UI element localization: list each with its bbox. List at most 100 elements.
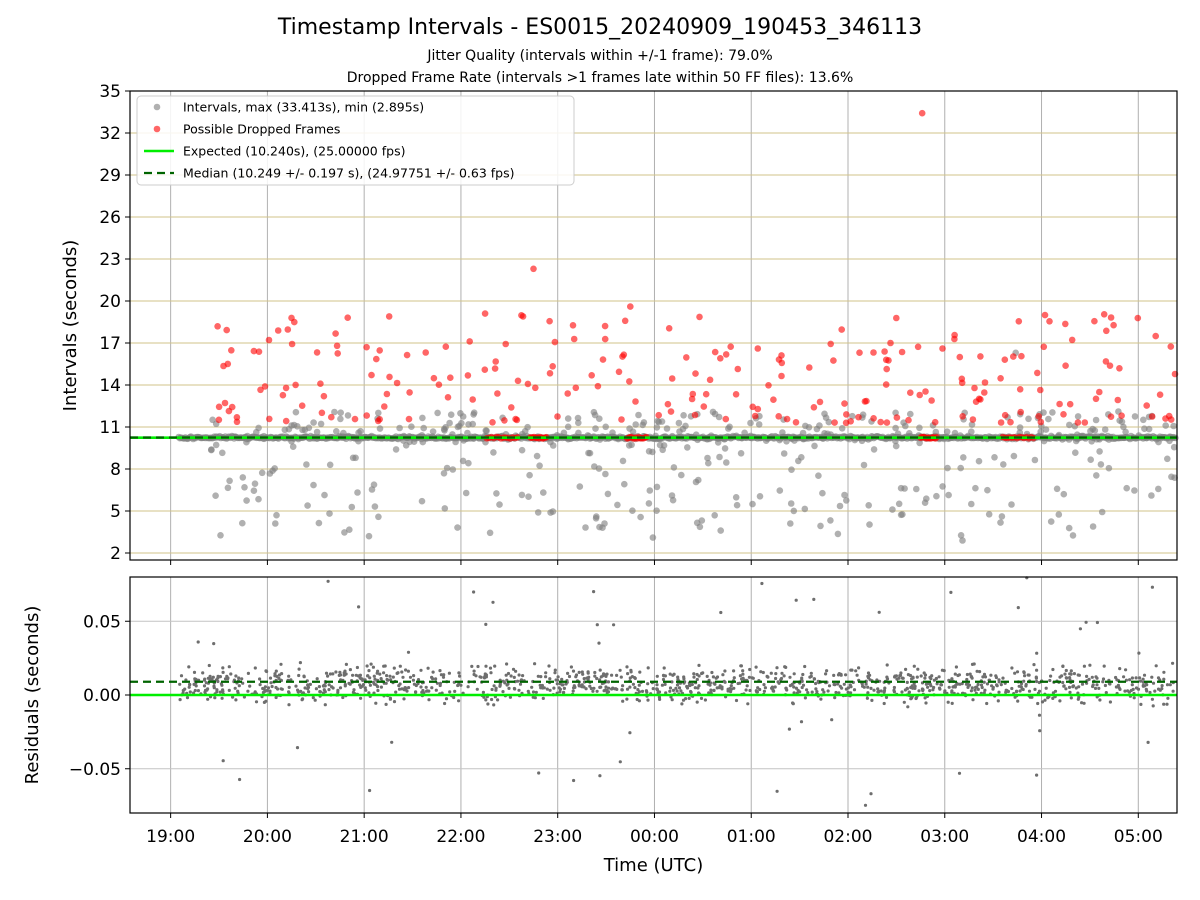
residual-point (394, 690, 398, 694)
residual-point (905, 680, 909, 685)
dropped-frame-point (1148, 413, 1156, 420)
legend-entry-label: Expected (10.240s), (25.00000 fps) (183, 144, 405, 159)
residual-point (625, 697, 629, 701)
residual-point (685, 684, 689, 689)
residual-point (860, 682, 864, 686)
residual-point (906, 705, 910, 709)
interval-point (490, 449, 497, 456)
interval-point (337, 409, 345, 417)
residual-point (544, 675, 548, 679)
residual-point (265, 688, 269, 693)
residual-point (539, 675, 543, 679)
residual-point (1150, 585, 1154, 589)
interval-point (526, 471, 533, 479)
y-tick-label: 29 (99, 166, 121, 186)
residual-point (414, 690, 418, 695)
residual-point (775, 789, 779, 793)
dropped-frame-point (1060, 411, 1067, 418)
residual-point (212, 642, 216, 646)
dropped-frame-point (1056, 400, 1063, 408)
residual-point (794, 686, 799, 690)
interval-point (459, 413, 467, 420)
interval-point (375, 513, 382, 521)
residual-point (1004, 688, 1008, 692)
residual-point (794, 598, 798, 602)
residuals-panel: 0.05 0.00 −0.05 19:00 20:00 21:00 22:00 23:00 00… (22, 576, 1178, 876)
dropped-frame-point (717, 355, 724, 362)
legend: Intervals, max (33.413s), min (2.895s) Po… (136, 95, 575, 186)
interval-point (454, 524, 461, 531)
residual-point (720, 687, 724, 691)
residual-point (741, 669, 745, 673)
interval-point (590, 408, 598, 416)
dropped-frame-point (1100, 311, 1108, 318)
interval-point (255, 424, 262, 432)
residual-point (261, 686, 265, 691)
residual-point (668, 686, 673, 690)
y-tick-label: 23 (99, 250, 121, 270)
dropped-frame-point (1134, 314, 1142, 322)
interval-point (813, 425, 821, 433)
residual-point (555, 682, 559, 686)
dropped-frame-point (594, 382, 602, 390)
residual-point (572, 778, 576, 783)
residual-point (1061, 680, 1065, 685)
residual-point (783, 665, 787, 669)
residual-point (434, 688, 438, 692)
dropped-frame-point (855, 413, 862, 421)
residual-point (646, 698, 650, 702)
dropped-frame-point (469, 396, 477, 403)
residual-point (1038, 729, 1042, 733)
residual-point (330, 685, 334, 689)
residual-point (857, 666, 861, 670)
residual-point (359, 696, 363, 700)
residual-point (203, 688, 208, 693)
residual-point (554, 678, 558, 682)
interval-point (821, 410, 828, 418)
dropped-frame-point (722, 351, 730, 358)
interval-point (637, 513, 644, 521)
dropped-frame-point (519, 313, 527, 320)
dropped-frame-point (221, 399, 229, 407)
dropped-frame-point (1074, 419, 1082, 426)
interval-point (258, 469, 266, 477)
interval-point (1089, 523, 1097, 530)
interval-point (732, 494, 740, 501)
residual-point (1033, 687, 1037, 692)
interval-point (680, 412, 687, 419)
interval-point (790, 507, 798, 515)
interval-point (717, 527, 724, 534)
interval-point (1101, 426, 1109, 433)
residual-point (448, 690, 452, 694)
residual-point (1037, 689, 1042, 693)
residual-point (547, 664, 551, 668)
residual-point (879, 689, 883, 693)
residual-point (631, 682, 636, 686)
residual-point (442, 673, 446, 677)
residual-point (494, 686, 498, 690)
residual-point (1078, 627, 1082, 631)
residual-point (670, 680, 674, 684)
residual-point (512, 686, 517, 691)
residual-point (1085, 674, 1089, 679)
residual-point (837, 691, 841, 695)
residual-point (561, 691, 566, 695)
residual-point (949, 590, 953, 595)
residual-point (1051, 667, 1055, 672)
residual-point (978, 670, 982, 674)
residual-point (798, 690, 802, 694)
interval-point (834, 530, 842, 538)
residual-point (178, 682, 182, 686)
interval-point (1045, 415, 1052, 423)
interval-point (575, 419, 582, 427)
dropped-frame-point (1106, 362, 1114, 370)
interval-point (315, 519, 323, 527)
interval-point (649, 534, 657, 541)
residual-point (366, 674, 370, 678)
interval-point (805, 424, 813, 431)
interval-point (575, 429, 582, 437)
residual-point (712, 681, 716, 685)
residual-point (388, 674, 392, 678)
residual-point (426, 666, 430, 670)
interval-point (704, 454, 711, 462)
